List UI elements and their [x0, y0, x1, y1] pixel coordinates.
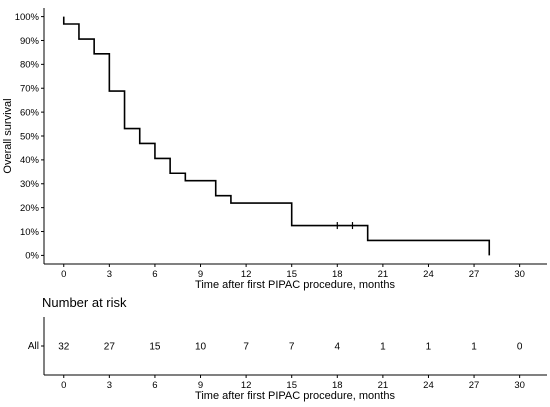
- risk-x-tick-label: 30: [514, 380, 525, 391]
- km-survival-curve: [62, 16, 491, 256]
- km-x-tick-label: 30: [514, 269, 525, 280]
- km-y-tick-label: 20%: [20, 203, 40, 214]
- risk-x-tick-label: 12: [241, 380, 252, 391]
- km-x-tick-label: 15: [286, 269, 297, 280]
- km-y-tick-label: 80%: [20, 60, 40, 71]
- km-x-tick-label: 0: [61, 269, 66, 280]
- km-y-tick-label: 70%: [20, 84, 40, 95]
- km-x-tick-label: 18: [332, 269, 343, 280]
- km-x-tick-label: 12: [241, 269, 252, 280]
- km-y-axis-label: Overall survival: [2, 98, 14, 173]
- risk-x-tick-label: 27: [469, 380, 480, 391]
- km-y-tick-label: 40%: [20, 155, 40, 166]
- km-y-tick-label: 90%: [20, 36, 40, 47]
- km-x-tick-label: 6: [152, 269, 157, 280]
- risk-value: 7: [289, 342, 295, 353]
- risk-value: 15: [149, 342, 161, 353]
- risk-x-tick-label: 21: [378, 380, 389, 391]
- risk-x-tick-label: 6: [152, 380, 157, 391]
- km-x-ticks: 0 3 6 9 12 15 18 21 24 27 30: [61, 264, 525, 280]
- km-x-tick-label: 3: [107, 269, 112, 280]
- risk-value: 1: [426, 342, 432, 353]
- km-y-tick-label: 10%: [20, 227, 40, 238]
- risk-value: 32: [58, 342, 70, 353]
- risk-x-tick-label: 3: [107, 380, 112, 391]
- risk-x-tick-label: 15: [286, 380, 297, 391]
- risk-value: 10: [195, 342, 207, 353]
- km-y-tick-label: 30%: [20, 179, 40, 190]
- risk-value: 7: [243, 342, 249, 353]
- km-y-tick-label: 0%: [25, 251, 39, 262]
- km-series-group: [62, 16, 491, 256]
- risk-x-tick-label: 9: [198, 380, 203, 391]
- km-y-tick-label: 60%: [20, 107, 40, 118]
- risk-values-group: 32 27 15 10 7 7 4 1 1 1 0: [58, 342, 523, 353]
- risk-table-title: Number at risk: [42, 295, 127, 310]
- risk-x-tick-label: 24: [423, 380, 434, 391]
- risk-x-tick-label: 0: [61, 380, 66, 391]
- risk-x-ticks: 0 3 6 9 12 15 18 21 24 27 30: [61, 375, 525, 391]
- km-x-tick-label: 9: [198, 269, 203, 280]
- risk-value: 1: [380, 342, 386, 353]
- km-x-tick-label: 21: [378, 269, 389, 280]
- risk-value: 1: [471, 342, 477, 353]
- km-y-tick-label: 100%: [15, 12, 40, 23]
- km-x-tick-label: 24: [423, 269, 434, 280]
- risk-row-label: All: [28, 341, 39, 352]
- km-y-ticks: 0% 10% 20% 30% 40% 50% 60% 70% 80% 90% 100%: [15, 12, 44, 262]
- risk-value: 27: [104, 342, 116, 353]
- risk-value: 0: [517, 342, 523, 353]
- km-x-tick-label: 27: [469, 269, 480, 280]
- risk-x-tick-label: 18: [332, 380, 343, 391]
- risk-x-axis-label: Time after first PIPAC procedure, months: [195, 390, 395, 402]
- km-y-tick-label: 50%: [20, 131, 40, 142]
- km-x-axis-label: Time after first PIPAC procedure, months: [195, 279, 395, 291]
- risk-value: 4: [335, 342, 341, 353]
